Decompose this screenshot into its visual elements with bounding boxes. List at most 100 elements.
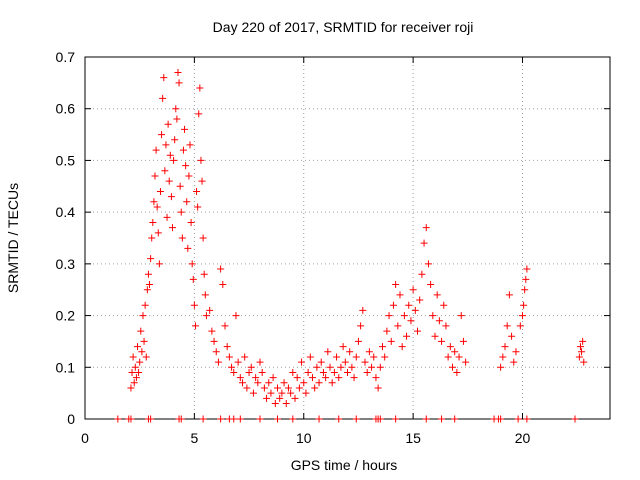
data-point	[352, 415, 360, 423]
data-point	[396, 291, 404, 299]
data-point	[309, 374, 316, 382]
data-point	[182, 162, 190, 170]
data-point	[228, 363, 236, 371]
data-point	[368, 363, 376, 371]
data-point	[520, 301, 528, 309]
data-point	[398, 343, 406, 351]
data-point	[243, 384, 251, 392]
data-point	[501, 343, 509, 351]
data-point	[354, 337, 362, 345]
data-point	[462, 358, 470, 366]
data-point	[195, 110, 203, 118]
data-point	[152, 146, 160, 154]
data-point	[411, 306, 419, 314]
data-point	[131, 363, 139, 371]
data-point	[278, 389, 286, 397]
data-point	[247, 363, 255, 371]
data-point	[146, 281, 154, 289]
data-point	[189, 275, 197, 283]
y-axis-label: SRMTID / TECUs	[5, 183, 21, 293]
data-point	[459, 337, 467, 345]
data-point	[230, 368, 238, 376]
data-point	[274, 415, 281, 423]
data-point	[350, 374, 358, 382]
data-point	[457, 312, 465, 320]
data-point	[400, 312, 408, 320]
data-point	[249, 389, 257, 397]
data-point	[127, 415, 135, 423]
plot-frame	[84, 56, 611, 420]
data-point	[183, 198, 191, 206]
data-point	[315, 379, 323, 387]
data-point	[300, 379, 308, 387]
data-point	[422, 415, 430, 423]
data-point	[254, 379, 262, 387]
data-point	[128, 368, 136, 376]
data-point	[274, 384, 281, 392]
data-point	[132, 374, 140, 382]
data-point	[317, 358, 325, 366]
data-point	[348, 363, 356, 371]
data-point	[414, 327, 421, 335]
data-point	[370, 353, 378, 361]
data-point	[383, 327, 391, 335]
data-point	[176, 182, 184, 190]
data-point	[407, 317, 415, 325]
data-point	[352, 353, 360, 361]
data-point	[319, 368, 327, 376]
data-point	[341, 358, 349, 366]
data-point	[135, 368, 143, 376]
data-point	[164, 120, 172, 128]
data-point	[155, 260, 163, 268]
data-point	[523, 265, 531, 273]
data-point	[239, 379, 246, 387]
data-point	[134, 343, 141, 351]
data-point	[188, 260, 196, 268]
data-point	[516, 322, 524, 330]
data-point	[260, 384, 268, 392]
data-point	[298, 358, 306, 366]
x-axis-label: GPS time / hours	[291, 457, 398, 473]
data-point	[409, 286, 417, 294]
data-point	[175, 79, 183, 87]
data-point	[429, 312, 437, 320]
data-point	[114, 415, 122, 423]
data-point	[339, 343, 347, 351]
data-point	[422, 224, 430, 232]
data-point	[306, 353, 314, 361]
data-point	[361, 358, 369, 366]
grid-lines	[85, 57, 610, 419]
data-point	[199, 234, 207, 242]
data-point	[304, 368, 312, 376]
data-point	[141, 301, 149, 309]
y-tick-label: 0.5	[56, 152, 76, 168]
data-point	[148, 234, 156, 242]
data-point	[186, 141, 194, 149]
data-point	[271, 399, 279, 407]
data-point	[165, 177, 173, 185]
data-point	[335, 415, 343, 423]
data-point	[519, 312, 526, 320]
data-point	[497, 363, 505, 371]
data-point	[328, 379, 336, 387]
data-point	[256, 358, 264, 366]
data-point	[324, 348, 332, 356]
data-point	[508, 332, 516, 340]
data-point	[416, 296, 424, 304]
x-tick-label: 15	[405, 430, 421, 446]
data-point	[433, 291, 441, 299]
data-point	[418, 270, 426, 278]
x-axis-ticks: 0 5 10 15 20	[81, 57, 530, 446]
data-point	[197, 156, 205, 164]
data-point	[206, 306, 214, 314]
data-point	[440, 301, 448, 309]
data-point	[178, 234, 186, 242]
data-point	[181, 125, 189, 133]
data-point	[219, 281, 227, 289]
data-point	[230, 415, 238, 423]
data-point	[389, 301, 397, 309]
data-point	[287, 389, 295, 397]
data-point	[359, 306, 367, 314]
data-point	[232, 312, 240, 320]
